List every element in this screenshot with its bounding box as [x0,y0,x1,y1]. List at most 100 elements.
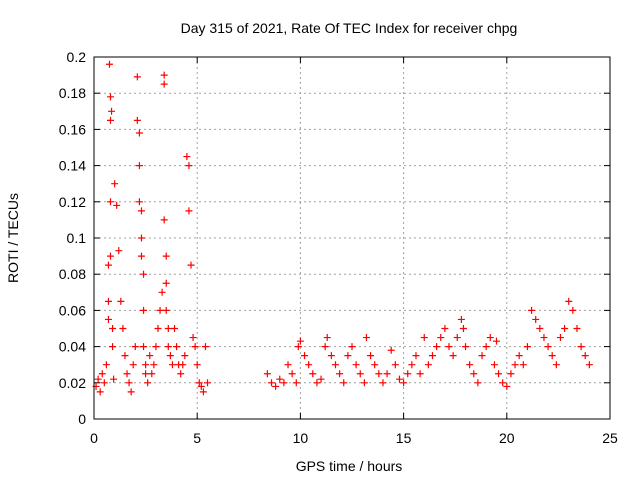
data-point [552,361,560,369]
data-point [199,388,207,396]
data-point [486,334,494,342]
data-point [437,334,445,342]
data-point [453,334,461,342]
data-point [100,379,108,387]
data-point [129,361,137,369]
data-point [137,207,145,215]
data-point [556,334,564,342]
data-point [367,352,375,360]
data-point [323,334,331,342]
data-point [104,261,112,269]
data-point [105,60,113,68]
data-point [164,343,172,351]
data-point [137,252,145,260]
data-point [119,325,127,332]
data-point [154,325,162,332]
data-point [104,315,112,323]
data-point [441,325,449,332]
data-point [168,361,176,369]
data-point [146,352,154,360]
data-point [133,116,141,124]
data-point [166,352,174,360]
data-point [507,370,515,378]
x-tick-label: 10 [293,430,309,446]
data-point [459,325,467,332]
data-point [569,306,577,314]
data-point [133,73,141,81]
data-point [348,343,356,351]
data-point [162,252,170,260]
data-point [144,379,152,387]
data-point [379,379,387,387]
data-point [150,361,158,369]
x-tick-label: 5 [193,430,201,446]
y-tick-label: 0.08 [59,266,86,282]
data-point [523,343,531,351]
data-point [162,306,170,314]
data-point [173,343,181,351]
data-point [288,370,296,378]
data-point [142,361,150,369]
data-point [158,288,166,296]
y-tick-label: 0.02 [59,375,86,391]
data-point [331,361,339,369]
data-point [113,201,121,209]
data-point [109,343,117,351]
data-point [187,261,195,269]
data-point [284,361,292,369]
data-point [515,352,523,360]
data-point [528,306,536,314]
data-point [193,361,201,369]
data-point [536,325,544,332]
data-point [160,71,168,79]
data-point [519,361,527,369]
y-tick-label: 0.06 [59,302,86,318]
data-point [117,297,125,305]
data-point [125,379,133,387]
data-point [107,252,115,260]
data-point [391,361,399,369]
data-point [375,370,383,378]
data-point [474,379,482,387]
data-point [400,379,408,387]
data-point [360,379,368,387]
data-point [123,370,131,378]
data-point [416,370,424,378]
data-point [296,337,304,345]
y-axis-label: ROTI / TECUs [5,193,21,283]
data-point [263,370,271,378]
data-point [492,337,500,345]
data-point [294,343,302,351]
data-point [305,361,313,369]
data-point [108,107,116,115]
data-point [201,343,209,351]
data-point [433,343,441,351]
data-point [140,306,148,314]
data-point [499,379,507,387]
data-point [317,375,325,383]
data-point [121,352,129,360]
data-point [327,352,335,360]
data-point [197,382,205,390]
data-point [268,379,276,387]
y-tick-label: 0.1 [67,230,87,246]
data-point [577,343,585,351]
y-tick-label: 0.18 [59,85,86,101]
data-point [387,346,395,354]
data-point [532,315,540,323]
data-point [185,162,193,170]
data-point [135,162,143,170]
data-point [164,325,172,332]
data-point [272,382,280,390]
data-point [540,334,548,342]
data-point [581,352,589,360]
data-point [420,334,428,342]
x-tick-label: 0 [90,430,98,446]
data-point [511,361,519,369]
data-point [495,370,503,378]
data-point [115,247,123,255]
data-point [321,343,329,351]
data-point [110,375,118,383]
data-point [565,297,573,305]
